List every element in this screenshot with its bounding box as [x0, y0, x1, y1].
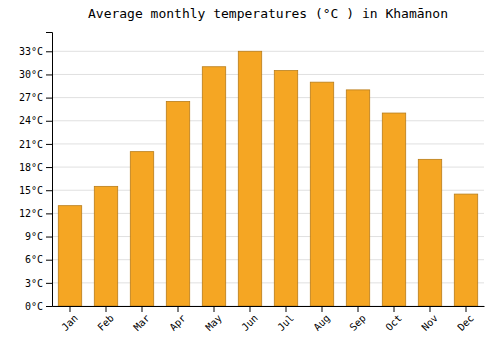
- y-axis: 0°C 3°C 6°C 9°C 12°C 15°C 18°C 21°C 24°C 27°C 30°C…: [19, 33, 53, 312]
- x-tick: Feb: [95, 306, 116, 333]
- y-tick: 30°C: [19, 69, 52, 80]
- x-tick: Nov: [419, 306, 440, 333]
- x-tick-mark: [178, 306, 179, 312]
- x-tick-mark: [70, 306, 71, 312]
- x-axis-line: [53, 306, 485, 307]
- bar: [238, 51, 261, 306]
- y-tick-mark: [46, 237, 52, 238]
- bar: [346, 90, 369, 306]
- x-tick-label: Mar: [131, 312, 152, 333]
- grid-line: [52, 143, 484, 144]
- y-tick: 12°C: [19, 208, 52, 219]
- x-tick: Oct: [383, 306, 404, 333]
- x-tick-label: Jul: [275, 312, 296, 333]
- y-tick-mark: [46, 98, 52, 99]
- y-tick: 3°C: [25, 278, 52, 289]
- x-tick-mark: [322, 306, 323, 312]
- bar: [94, 186, 117, 306]
- chart: 0°C 3°C 6°C 9°C 12°C 15°C 18°C 21°C 24°C 27°C 30°C…: [0, 0, 500, 350]
- y-tick-label: 30°C: [19, 69, 43, 80]
- bar: [130, 152, 153, 306]
- y-tick-label: 27°C: [19, 92, 43, 103]
- y-tick-label: 6°C: [25, 254, 43, 265]
- y-tick-mark: [46, 121, 52, 122]
- x-tick-label: Aug: [311, 312, 332, 333]
- y-tick-label: 3°C: [25, 278, 43, 289]
- x-tick: Sep: [347, 306, 368, 333]
- bar: [166, 101, 189, 306]
- bar: [58, 206, 81, 306]
- x-tick-label: Jun: [239, 312, 260, 333]
- y-tick-label: 0°C: [25, 301, 43, 312]
- x-tick: Apr: [167, 306, 188, 333]
- y-tick-mark: [46, 190, 52, 191]
- x-tick: May: [203, 306, 224, 333]
- x-tick-mark: [250, 306, 251, 312]
- y-tick: 33°C: [19, 46, 52, 57]
- y-tick: 6°C: [25, 254, 52, 265]
- x-tick-mark: [358, 306, 359, 312]
- x-tick-label: Dec: [455, 312, 476, 333]
- bar: [418, 159, 441, 306]
- grid-line: [52, 51, 484, 52]
- x-tick-label: Sep: [347, 312, 368, 333]
- y-tick-label: 9°C: [25, 231, 43, 242]
- x-tick: Aug: [311, 306, 332, 333]
- x-axis: Jan Feb Mar Apr May Jun Jul Aug Sep Oct Nov Dec: [53, 306, 485, 333]
- y-tick-mark: [46, 51, 52, 52]
- y-tick: 21°C: [19, 139, 52, 150]
- x-tick-label: Oct: [383, 312, 404, 333]
- y-tick-label: 33°C: [19, 46, 43, 57]
- y-tick-mark: [46, 283, 52, 284]
- bar: [274, 71, 297, 306]
- y-tick-label: 24°C: [19, 115, 43, 126]
- x-tick: Mar: [131, 306, 152, 333]
- y-tick: 9°C: [25, 231, 52, 242]
- title: Average monthly temperatures (°C ) in Kh…: [88, 6, 448, 21]
- x-tick: Jan: [59, 306, 80, 333]
- x-tick-label: Nov: [419, 312, 440, 333]
- y-tick-mark: [46, 74, 52, 75]
- grid-line: [52, 74, 484, 75]
- y-tick-mark: [46, 213, 52, 214]
- x-tick: Dec: [455, 306, 476, 333]
- x-tick-mark: [466, 306, 467, 312]
- grid-line: [52, 120, 484, 121]
- y-tick-mark: [46, 144, 52, 145]
- y-tick-label: 12°C: [19, 208, 43, 219]
- bar: [382, 113, 405, 306]
- x-tick-label: May: [203, 312, 224, 333]
- grid: [52, 51, 484, 306]
- x-tick-mark: [214, 306, 215, 312]
- y-tick: 27°C: [19, 92, 52, 103]
- grid-line: [52, 97, 484, 98]
- x-tick-label: Jan: [59, 312, 80, 333]
- x-tick-mark: [286, 306, 287, 312]
- y-tick-mark: [46, 260, 52, 261]
- x-tick-label: Apr: [167, 312, 188, 333]
- x-tick: Jun: [239, 306, 260, 333]
- y-tick-mark: [46, 306, 52, 307]
- y-tick: 15°C: [19, 185, 52, 196]
- y-tick: 18°C: [19, 162, 52, 173]
- x-tick-mark: [106, 306, 107, 312]
- y-tick: 24°C: [19, 115, 52, 126]
- y-tick-mark: [46, 167, 52, 168]
- bar: [202, 67, 225, 306]
- bar: [310, 82, 333, 306]
- x-tick-mark: [394, 306, 395, 312]
- plot-area: [58, 51, 477, 306]
- y-tick-label: 15°C: [19, 185, 43, 196]
- x-tick-mark: [430, 306, 431, 312]
- y-tick-label: 21°C: [19, 139, 43, 150]
- x-tick-mark: [142, 306, 143, 312]
- y-tick-label: 18°C: [19, 162, 43, 173]
- x-tick-label: Feb: [95, 312, 116, 333]
- x-tick: Jul: [275, 306, 296, 333]
- bar: [454, 194, 477, 306]
- y-tick: 0°C: [25, 301, 52, 312]
- y-axis-line: [46, 33, 53, 307]
